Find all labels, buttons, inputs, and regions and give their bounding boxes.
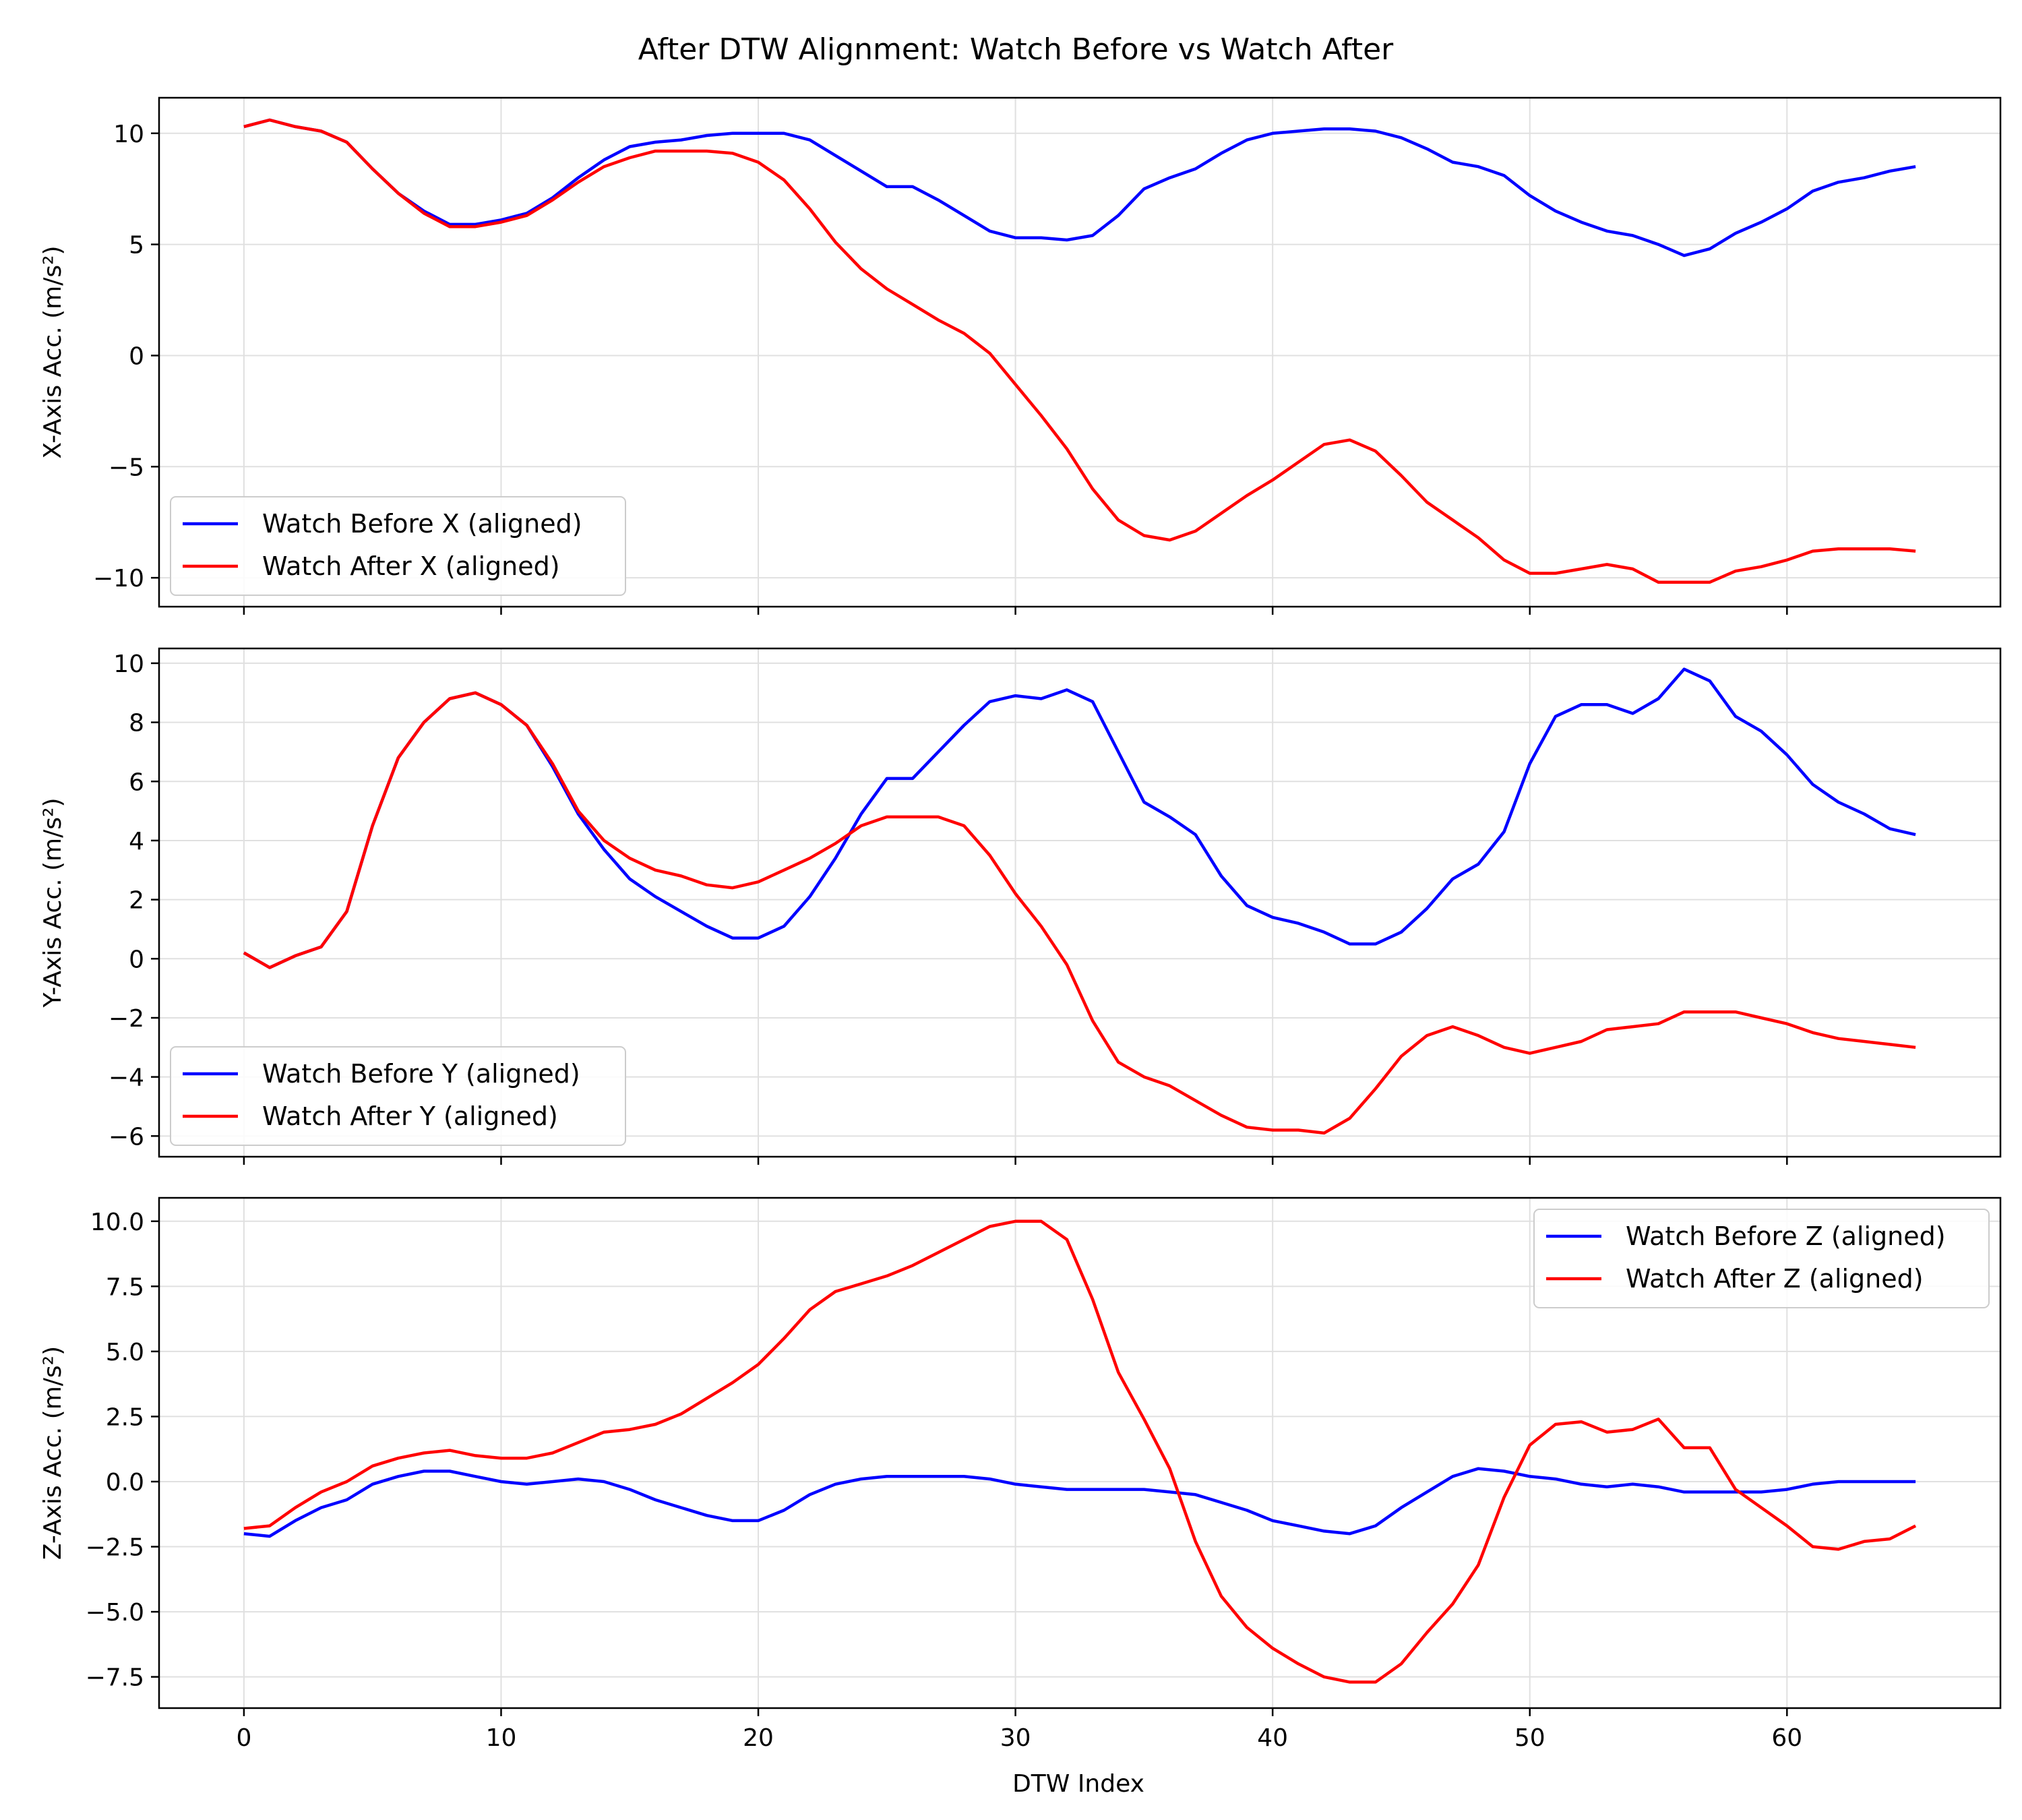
legend-box bbox=[170, 496, 626, 596]
y-tick-label: −7.5 bbox=[86, 1664, 144, 1692]
y-tick-label: −2.5 bbox=[86, 1534, 144, 1562]
series-line-before bbox=[243, 1467, 1916, 1538]
series-line-after bbox=[243, 1219, 1917, 1684]
x-tick-label: 40 bbox=[1257, 1724, 1288, 1752]
legend-entry: Watch Before Y (aligned) bbox=[262, 1059, 580, 1089]
y-tick-label: −2 bbox=[109, 1005, 144, 1033]
x-tick-label: 10 bbox=[486, 1724, 517, 1752]
figure-title: After DTW Alignment: Watch Before vs Wat… bbox=[638, 32, 1394, 67]
y-tick-label: 7.5 bbox=[106, 1273, 144, 1301]
legend-entry: Watch Before X (aligned) bbox=[262, 509, 582, 539]
y-tick-label: 10.0 bbox=[90, 1209, 144, 1236]
legend-entry: Watch After X (aligned) bbox=[262, 551, 560, 581]
y-tick-label: 5 bbox=[129, 232, 144, 260]
y-tick-label: 5.0 bbox=[106, 1339, 144, 1366]
x-tick-label: 60 bbox=[1771, 1724, 1802, 1752]
subplot-3: 0 10 20 30 40 50 60 −7.5 −5.0 −2.5 0.0 2.5 5.0 7.5 10.… bbox=[39, 1196, 2002, 1752]
y-tick-label: −6 bbox=[109, 1123, 144, 1151]
legend-entry: Watch After Z (aligned) bbox=[1626, 1264, 1924, 1294]
legend: Watch Before Z (aligned) Watch After Z (a… bbox=[1533, 1209, 1990, 1308]
series-line-after bbox=[243, 691, 1916, 1135]
y-tick-label: 2.5 bbox=[106, 1403, 144, 1431]
y-tick-label: −10 bbox=[93, 565, 144, 593]
x-tick-label: 50 bbox=[1514, 1724, 1545, 1752]
x-tick-label: 0 bbox=[236, 1724, 251, 1752]
subplot-2: −6 −4 −2 0 2 4 6 8 10 Y-Axis Acc. (m/s²) Watch Bef… bbox=[39, 647, 2002, 1165]
y-tick-label: 6 bbox=[129, 768, 144, 796]
legend-box bbox=[1533, 1209, 1990, 1308]
y-tick-label: 0.0 bbox=[106, 1469, 144, 1496]
subplot-1: −10 −5 0 5 10 X-Axis Acc. (m/s²) Watch Before … bbox=[39, 96, 2002, 615]
subplots: −10 −5 0 5 10 X-Axis Acc. (m/s²) Watch Before … bbox=[39, 96, 2002, 1752]
y-tick-label: 8 bbox=[129, 710, 144, 737]
legend-box bbox=[170, 1046, 626, 1146]
axes-frame bbox=[158, 96, 2002, 608]
legend-entry: Watch Before Z (aligned) bbox=[1626, 1221, 1946, 1251]
axes-frame bbox=[158, 1196, 2002, 1709]
legend: Watch Before X (aligned) Watch After X (a… bbox=[170, 496, 626, 596]
y-tick-label: −4 bbox=[109, 1064, 144, 1092]
y-tick-label: −5 bbox=[109, 454, 144, 481]
x-tick-label: 30 bbox=[1000, 1724, 1031, 1752]
y-axis-label: Z-Axis Acc. (m/s²) bbox=[39, 1346, 67, 1560]
y-axis-label: X-Axis Acc. (m/s²) bbox=[39, 245, 67, 458]
series-line-after bbox=[243, 118, 1916, 584]
y-tick-label: 10 bbox=[113, 121, 144, 148]
y-tick-label: 4 bbox=[129, 828, 144, 855]
x-tick-label: 20 bbox=[743, 1724, 774, 1752]
y-tick-label: 10 bbox=[113, 650, 144, 678]
y-axis-label: Y-Axis Acc. (m/s²) bbox=[39, 798, 67, 1008]
y-tick-label: 2 bbox=[129, 887, 144, 915]
axes-frame bbox=[158, 647, 2002, 1158]
y-tick-label: 0 bbox=[129, 342, 144, 370]
legend-entry: Watch After Y (aligned) bbox=[262, 1101, 558, 1131]
y-tick-label: −5.0 bbox=[86, 1599, 144, 1627]
y-tick-label: 0 bbox=[129, 946, 144, 973]
x-axis-label: DTW Index bbox=[1012, 1770, 1144, 1798]
series-line-before bbox=[243, 118, 1916, 257]
legend: Watch Before Y (aligned) Watch After Y (a… bbox=[170, 1046, 626, 1146]
